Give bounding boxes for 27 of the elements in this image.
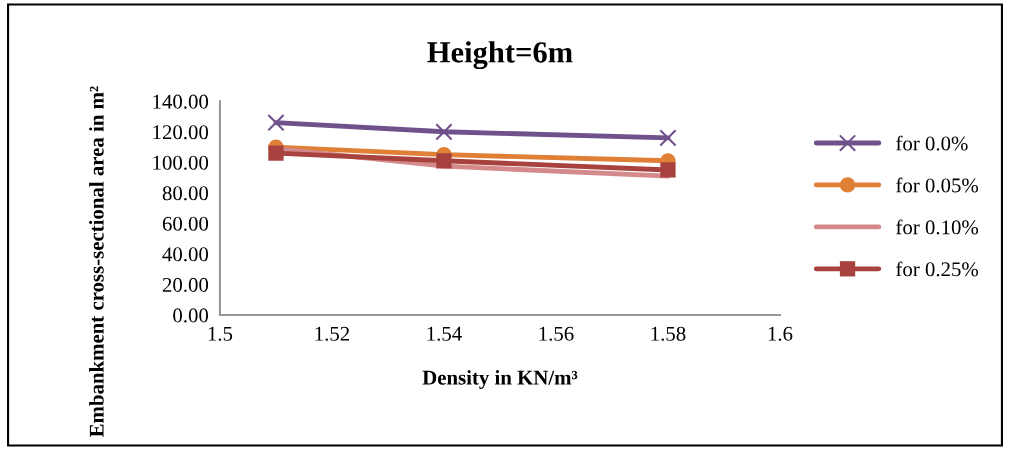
- x-tick-label: 1.52: [315, 326, 350, 341]
- x-tick-label: 1.5: [208, 326, 233, 341]
- chart-title: Height=6m: [427, 41, 573, 70]
- y-axis-title: Embankment cross-sectional area in m²: [89, 86, 104, 437]
- y-tick-label: 140.00: [153, 94, 209, 109]
- legend-label: for 0.10%: [896, 219, 979, 235]
- y-tick-label: 40.00: [162, 247, 209, 262]
- y-tick-label: 20.00: [162, 277, 209, 292]
- x-tick-label: 1.56: [539, 326, 574, 341]
- legend-label: for 0.25%: [896, 261, 979, 277]
- y-tick-label: 0.00: [173, 308, 209, 323]
- x-tick-label: 1.6: [768, 326, 793, 341]
- x-tick-label: 1.54: [427, 326, 462, 341]
- point: [659, 129, 677, 147]
- point: [435, 123, 453, 141]
- point: [436, 153, 452, 169]
- legend-label: for 0.0%: [896, 135, 968, 151]
- legend-label: for 0.05%: [896, 177, 979, 193]
- point: [267, 113, 285, 132]
- point: [268, 145, 284, 161]
- y-tick-label: 120.00: [153, 125, 209, 140]
- y-tick-label: 60.00: [162, 216, 209, 231]
- y-tick-label: 80.00: [162, 186, 209, 201]
- x-axis-title: Density in KN/m³: [422, 370, 578, 389]
- x-tick-label: 1.58: [651, 326, 686, 341]
- y-tick-label: 100.00: [153, 155, 209, 170]
- point: [660, 162, 676, 178]
